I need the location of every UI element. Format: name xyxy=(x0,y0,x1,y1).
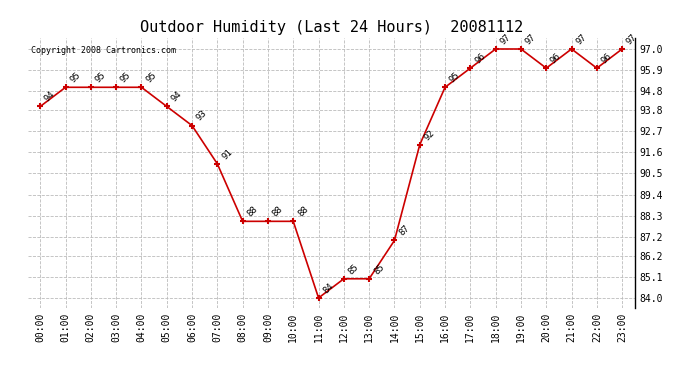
Text: 97: 97 xyxy=(524,32,538,46)
Text: 96: 96 xyxy=(600,51,613,65)
Text: 95: 95 xyxy=(119,70,133,84)
Text: 97: 97 xyxy=(625,32,639,46)
Text: 94: 94 xyxy=(43,90,57,104)
Text: 95: 95 xyxy=(144,70,158,84)
Text: 95: 95 xyxy=(68,70,82,84)
Text: 96: 96 xyxy=(549,51,563,65)
Text: 92: 92 xyxy=(422,128,437,142)
Text: 84: 84 xyxy=(322,281,335,295)
Text: 94: 94 xyxy=(170,90,184,104)
Text: 93: 93 xyxy=(195,109,209,123)
Text: 95: 95 xyxy=(94,70,108,84)
Text: Copyright 2008 Cartronics.com: Copyright 2008 Cartronics.com xyxy=(30,46,176,55)
Text: 96: 96 xyxy=(473,51,487,65)
Text: 88: 88 xyxy=(270,205,285,219)
Text: 95: 95 xyxy=(448,70,462,84)
Text: 88: 88 xyxy=(246,205,259,219)
Text: 85: 85 xyxy=(346,262,361,276)
Text: 85: 85 xyxy=(372,262,386,276)
Text: 91: 91 xyxy=(220,147,234,161)
Text: 97: 97 xyxy=(574,32,589,46)
Text: 88: 88 xyxy=(296,205,310,219)
Text: 87: 87 xyxy=(397,224,411,238)
Text: 97: 97 xyxy=(498,32,513,46)
Title: Outdoor Humidity (Last 24 Hours)  20081112: Outdoor Humidity (Last 24 Hours) 2008111… xyxy=(139,20,523,35)
